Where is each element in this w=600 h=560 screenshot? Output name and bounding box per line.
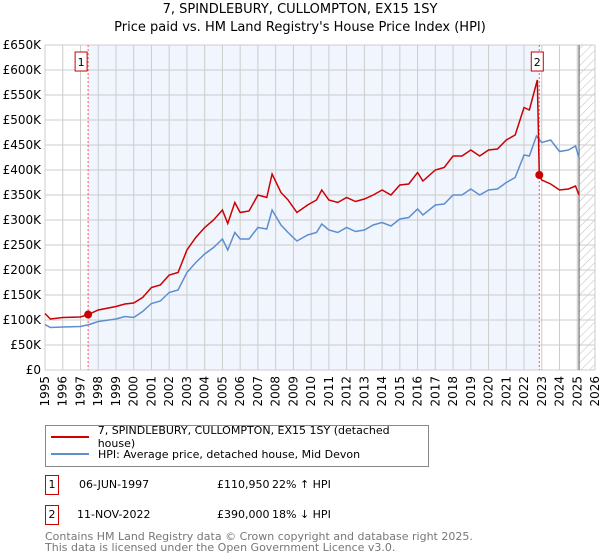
sale-hpi-diff: 22% ↑ HPI xyxy=(272,478,331,491)
footer-line: This data is licensed under the Open Gov… xyxy=(45,541,396,554)
y-tick-label: £600K xyxy=(3,63,43,77)
y-tick-label: £300K xyxy=(3,213,43,227)
x-tick-label: 2003 xyxy=(180,376,194,407)
forecast-hatch xyxy=(579,45,595,370)
x-tick-label: 1999 xyxy=(109,376,123,407)
x-tick-label: 1997 xyxy=(73,376,87,407)
x-tick-label: 2000 xyxy=(127,376,141,407)
y-tick-label: £200K xyxy=(3,263,43,277)
x-tick-label: 2019 xyxy=(464,376,478,407)
x-tick-label: 2026 xyxy=(588,376,600,407)
legend-swatch-blue xyxy=(51,453,89,455)
y-tick-label: £150K xyxy=(3,288,43,302)
x-tick-label: 2013 xyxy=(357,376,371,407)
sale-label-box xyxy=(530,51,544,72)
chart-subtitle: Price paid vs. HM Land Registry's House … xyxy=(114,20,486,35)
x-tick-label: 1995 xyxy=(38,376,52,407)
x-tick-label: 2010 xyxy=(304,376,318,407)
sale-date: 11-NOV-2022 xyxy=(77,508,151,521)
y-tick-label: £250K xyxy=(3,238,43,252)
chart-title: 7, SPINDLEBURY, CULLOMPTON, EX15 1SY xyxy=(162,2,438,17)
x-tick-label: 2008 xyxy=(269,376,283,407)
sale-period-shading xyxy=(88,45,540,370)
x-tick-label: 2011 xyxy=(322,376,336,407)
sale-hpi-diff: 18% ↓ HPI xyxy=(272,508,331,521)
x-tick-label: 2025 xyxy=(570,376,584,407)
sale-price: £390,000 xyxy=(217,508,270,521)
legend-item-property: 7, SPINDLEBURY, CULLOMPTON, EX15 1SY (de… xyxy=(51,424,428,450)
y-tick-label: £550K xyxy=(3,88,43,102)
x-tick-label: 2005 xyxy=(215,376,229,407)
legend-swatch-red xyxy=(51,436,89,438)
sale-row-1: 1 06-JUN-1997 £110,950 22% ↑ HPI xyxy=(45,475,545,495)
y-tick-label: £650K xyxy=(3,38,43,52)
sale-price: £110,950 xyxy=(217,478,270,491)
x-tick-label: 2001 xyxy=(144,376,158,407)
x-tick-label: 2024 xyxy=(553,376,567,407)
y-tick-label: £350K xyxy=(3,188,43,202)
x-tick-label: 2016 xyxy=(411,376,425,407)
x-tick-label: 2007 xyxy=(251,376,265,407)
y-tick-label: £450K xyxy=(3,138,43,152)
x-tick-label: 2017 xyxy=(428,376,442,407)
legend: 7, SPINDLEBURY, CULLOMPTON, EX15 1SY (de… xyxy=(45,424,429,467)
x-tick-label: 2009 xyxy=(286,376,300,407)
sale-point xyxy=(84,310,93,319)
x-tick-label: 1998 xyxy=(91,376,105,407)
sale-row-2: 2 11-NOV-2022 £390,000 18% ↓ HPI xyxy=(45,505,545,525)
sale-point xyxy=(535,171,544,179)
x-tick-label: 2018 xyxy=(446,376,460,407)
x-tick-label: 1996 xyxy=(56,376,70,407)
x-tick-label: 2002 xyxy=(162,376,176,407)
x-tick-label: 2004 xyxy=(198,376,212,407)
legend-label: 7, SPINDLEBURY, CULLOMPTON, EX15 1SY (de… xyxy=(97,424,390,450)
x-tick-label: 2020 xyxy=(482,376,496,407)
sale-label: 1 xyxy=(78,56,85,69)
legend-label: HPI: Average price, detached house, Mid … xyxy=(98,447,361,461)
sale-label-box xyxy=(74,51,88,72)
x-tick-label: 2014 xyxy=(375,376,389,407)
sale-marker: 1 xyxy=(45,475,59,495)
series-line-hpi xyxy=(44,134,580,329)
x-tick-label: 2023 xyxy=(535,376,549,407)
footer-line: Contains HM Land Registry data © Crown c… xyxy=(45,530,473,543)
y-tick-label: £100K xyxy=(3,313,43,327)
x-tick-label: 2012 xyxy=(340,376,354,407)
y-tick-label: £500K xyxy=(3,113,43,127)
y-tick-label: £50K xyxy=(10,338,42,352)
y-tick-label: £400K xyxy=(3,163,43,177)
x-tick-label: 2022 xyxy=(517,376,531,407)
legend-item-hpi: HPI: Average price, detached house, Mid … xyxy=(51,446,360,462)
sale-date: 06-JUN-1997 xyxy=(79,478,150,491)
y-tick-label: £0 xyxy=(26,363,41,377)
x-tick-label: 2021 xyxy=(499,376,513,407)
sale-label: 2 xyxy=(534,56,541,69)
series-line-property xyxy=(44,79,580,320)
x-tick-label: 2015 xyxy=(393,376,407,407)
price-chart: £0 £50K £100K £150K £200K £250K £300K £350K £400… xyxy=(3,38,600,407)
x-tick-label: 2006 xyxy=(233,376,247,407)
sale-marker: 2 xyxy=(45,505,59,525)
footer: Contains HM Land Registry data © Crown c… xyxy=(45,531,473,553)
